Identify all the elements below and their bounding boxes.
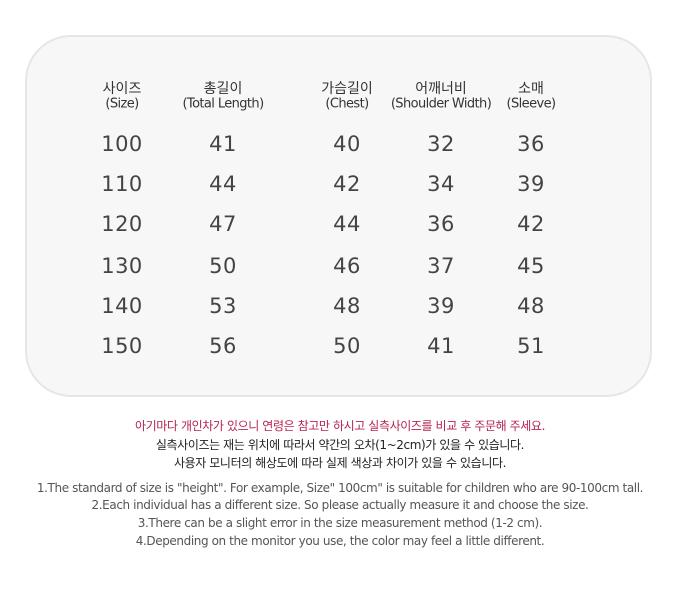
- note-en-4: 4.Depending on the monitor you use, the …: [135, 534, 545, 548]
- table-cell: 110: [101, 172, 143, 196]
- column-header-ko: 총길이: [203, 81, 243, 97]
- table-cell: 41: [427, 334, 455, 358]
- table-cell: 40: [333, 132, 361, 156]
- table-cell: 45: [517, 254, 545, 278]
- table-cell: 41: [209, 132, 237, 156]
- table-cell: 100: [101, 132, 143, 156]
- table-cell: 47: [209, 212, 237, 236]
- column-header-ko: 어깨너비: [415, 81, 467, 97]
- column-header-en: (Chest): [325, 96, 369, 112]
- column-header-ko: 소매: [518, 81, 544, 97]
- table-cell: 42: [517, 212, 545, 236]
- note-en-2: 2.Each individual has a different size. …: [91, 498, 589, 512]
- table-cell: 120: [101, 212, 143, 236]
- table-cell: 44: [333, 212, 361, 236]
- table-cell: 39: [517, 172, 545, 196]
- note-ko-3: 사용자 모니터의 해상도에 따라 실제 색상과 차이가 있을 수 있습니다.: [173, 456, 507, 470]
- table-cell: 36: [427, 212, 455, 236]
- table-cell: 44: [209, 172, 237, 196]
- column-header-en: (Size): [105, 96, 139, 112]
- table-cell: 150: [101, 334, 143, 358]
- note-en-1: 1.The standard of size is "height". For …: [36, 481, 644, 495]
- table-cell: 36: [517, 132, 545, 156]
- note-ko-1: 아기마다 개인차가 있으니 연령은 참고만 하시고 실측사이즈를 비교 후 주문…: [135, 419, 545, 433]
- column-header-ko: 사이즈: [102, 81, 142, 97]
- table-cell: 50: [333, 334, 361, 358]
- table-cell: 56: [209, 334, 237, 358]
- note-ko-2: 실측사이즈는 재는 위치에 따라서 약간의 오차(1~2cm)가 있을 수 있습…: [155, 438, 525, 452]
- table-cell: 32: [427, 132, 455, 156]
- column-header-en: (Sleeve): [506, 96, 557, 112]
- table-cell: 42: [333, 172, 361, 196]
- note-en-3: 3.There can be a slight error in the siz…: [137, 516, 543, 530]
- table-cell: 39: [427, 294, 455, 318]
- column-header-ko: 가슴길이: [321, 81, 373, 97]
- table-cell: 140: [101, 294, 143, 318]
- table-cell: 53: [209, 294, 237, 318]
- table-cell: 50: [209, 254, 237, 278]
- table-cell: 51: [517, 334, 545, 358]
- table-cell: 130: [101, 254, 143, 278]
- table-cell: 37: [427, 254, 455, 278]
- table-cell: 46: [333, 254, 361, 278]
- table-cell: 48: [517, 294, 545, 318]
- size-chart-card: [25, 35, 652, 397]
- table-cell: 48: [333, 294, 361, 318]
- table-cell: 34: [427, 172, 455, 196]
- column-header-en: (Total Length): [182, 96, 264, 112]
- column-header-en: (Shoulder Width): [390, 96, 492, 112]
